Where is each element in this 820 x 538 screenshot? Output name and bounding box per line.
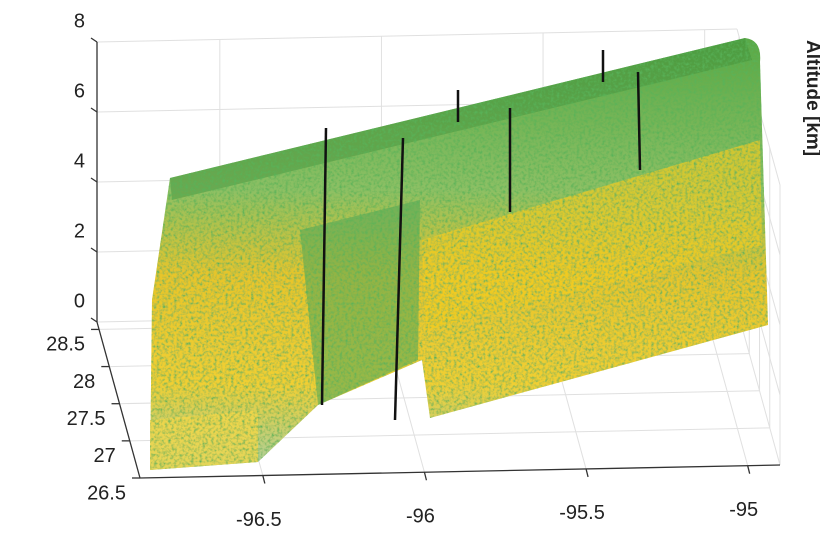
x-tick-label: -95.5	[559, 502, 605, 524]
x-tick-label: -95	[729, 499, 758, 521]
x-tick	[424, 472, 426, 480]
x-tick-label: -96.5	[236, 509, 282, 531]
z-axis-label: Altitude [km]	[802, 40, 820, 156]
grid-line	[97, 29, 737, 42]
y-tick-label: 26.5	[87, 482, 126, 504]
z-tick-label: 8	[74, 10, 85, 32]
y-tick-label: 28	[73, 371, 95, 393]
x-tick	[748, 466, 750, 474]
z-tick-label: 0	[74, 290, 85, 312]
curtain-band	[300, 200, 420, 405]
z-tick	[91, 108, 97, 112]
x-tick	[263, 476, 265, 484]
y-tick-label: 27	[94, 445, 116, 467]
x-axis	[140, 465, 780, 478]
z-tick	[91, 318, 97, 322]
z-tick-label: 6	[74, 80, 85, 102]
curtain-band	[150, 410, 258, 470]
z-tick-label: 4	[74, 150, 85, 172]
z-tick	[91, 248, 97, 252]
x-tick-label: -96	[406, 506, 435, 528]
z-tick-label: 2	[74, 220, 85, 242]
x-tick	[586, 469, 588, 477]
z-tick	[91, 178, 97, 182]
z-tick	[91, 38, 97, 42]
y-tick-label: 28.5	[46, 334, 85, 356]
chart: -96.5 -96 -95.5 -95 26.5 27 27.5 28 28.5 0 2 4 6 8 Al…	[0, 0, 820, 538]
grid-line	[737, 309, 780, 465]
y-tick-label: 27.5	[67, 408, 106, 430]
